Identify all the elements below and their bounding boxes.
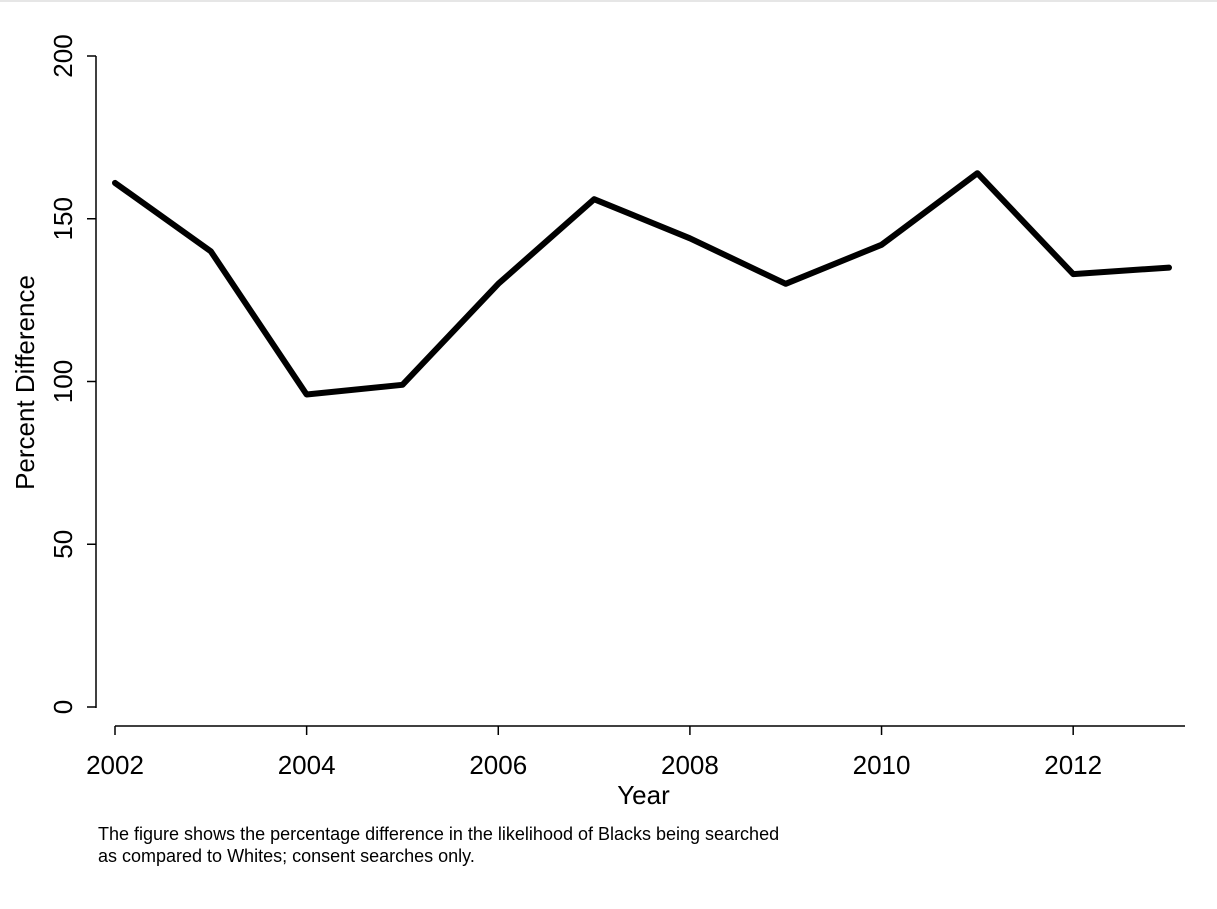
figure-note-line-1: The figure shows the percentage differen… [98,824,780,844]
x-tick-label: 2002 [86,750,144,780]
y-tick-label: 150 [48,197,78,240]
series-line-1 [112,170,1172,398]
y-tick-label: 200 [48,34,78,77]
figure-note-line-2: as compared to Whites; consent searches … [98,846,475,866]
x-tick-label: 2006 [469,750,527,780]
y-tick-label: 0 [48,700,78,714]
y-tick-label: 100 [48,360,78,403]
y-axis-title: Percent Difference [10,275,40,490]
top-border-line [0,0,1217,2]
x-tick-label: 2012 [1044,750,1102,780]
x-axis-title: Year [617,780,670,810]
y-tick-label: 50 [48,530,78,559]
x-tick-label: 2004 [278,750,336,780]
x-tick-label: 2010 [853,750,911,780]
x-tick-label: 2008 [661,750,719,780]
